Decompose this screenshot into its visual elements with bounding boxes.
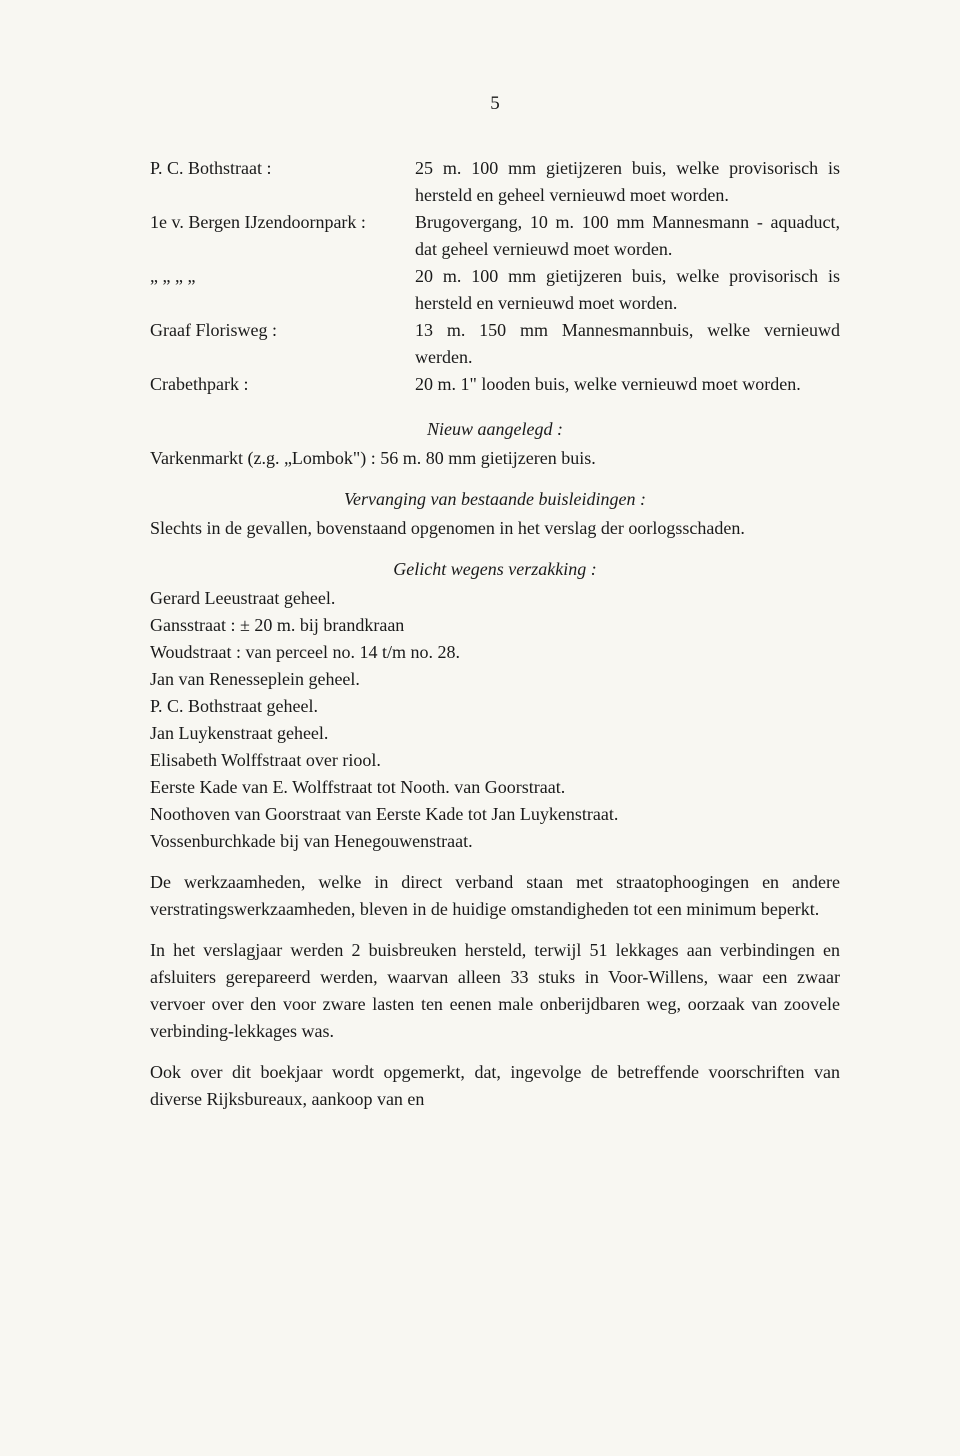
list-item: Jan Luykenstraat geheel. — [150, 720, 840, 747]
definition-description: 20 m. 1" looden buis, welke vernieuwd mo… — [415, 371, 840, 398]
body-paragraph: Ook over dit boekjaar wordt opgemerkt, d… — [150, 1059, 840, 1113]
list-item: Eerste Kade van E. Wolffstraat tot Nooth… — [150, 774, 840, 801]
heading-vervanging: Vervanging van bestaande buisleidingen : — [150, 486, 840, 513]
heading-nieuw: Nieuw aangelegd : — [150, 416, 840, 443]
definition-row: Crabethpark : 20 m. 1" looden buis, welk… — [150, 371, 840, 398]
body-paragraph: In het verslagjaar werden 2 buisbreuken … — [150, 937, 840, 1045]
definition-term: P. C. Bothstraat : — [150, 155, 415, 182]
list-item: P. C. Bothstraat geheel. — [150, 693, 840, 720]
nieuw-entry: Varkenmarkt (z.g. „Lombok") : 56 m. 80 m… — [150, 445, 840, 472]
list-item: Elisabeth Wolffstraat over riool. — [150, 747, 840, 774]
definition-description: Brugovergang, 10 m. 100 mm Mannesmann - … — [415, 209, 840, 263]
definition-description: 20 m. 100 mm gietijzeren buis, welke pro… — [415, 263, 840, 317]
page-number: 5 — [150, 90, 840, 119]
list-item: Gansstraat : ± 20 m. bij brandkraan — [150, 612, 840, 639]
body-paragraph: De werkzaamheden, welke in direct verban… — [150, 869, 840, 923]
list-item: Jan van Renesseplein geheel. — [150, 666, 840, 693]
definition-description: 25 m. 100 mm gietijzeren buis, welke pro… — [415, 155, 840, 209]
heading-gelicht: Gelicht wegens verzakking : — [150, 556, 840, 583]
definition-term: Crabethpark : — [150, 371, 415, 398]
list-item: Vossenburchkade bij van Henegouwenstraat… — [150, 828, 840, 855]
definition-term: Graaf Florisweg : — [150, 317, 415, 344]
definitions-table: P. C. Bothstraat : 25 m. 100 mm gietijze… — [150, 155, 840, 398]
definition-row: P. C. Bothstraat : 25 m. 100 mm gietijze… — [150, 155, 840, 209]
list-item: Woudstraat : van perceel no. 14 t/m no. … — [150, 639, 840, 666]
vervanging-paragraph: Slechts in de gevallen, bovenstaand opge… — [150, 515, 840, 542]
list-item: Noothoven van Goorstraat van Eerste Kade… — [150, 801, 840, 828]
definition-row: 1e v. Bergen IJzendoornpark : Brugoverga… — [150, 209, 840, 263]
gelicht-list: Gerard Leeustraat geheel. Gansstraat : ±… — [150, 585, 840, 855]
definition-description: 13 m. 150 mm Mannesmannbuis, welke verni… — [415, 317, 840, 371]
list-item: Gerard Leeustraat geheel. — [150, 585, 840, 612]
definition-term: 1e v. Bergen IJzendoornpark : — [150, 209, 415, 236]
definition-row: Graaf Florisweg : 13 m. 150 mm Mannesman… — [150, 317, 840, 371]
definition-term: „ „ „ „ — [150, 263, 415, 290]
definition-row: „ „ „ „ 20 m. 100 mm gietijzeren buis, w… — [150, 263, 840, 317]
document-page: 5 P. C. Bothstraat : 25 m. 100 mm gietij… — [0, 0, 960, 1187]
